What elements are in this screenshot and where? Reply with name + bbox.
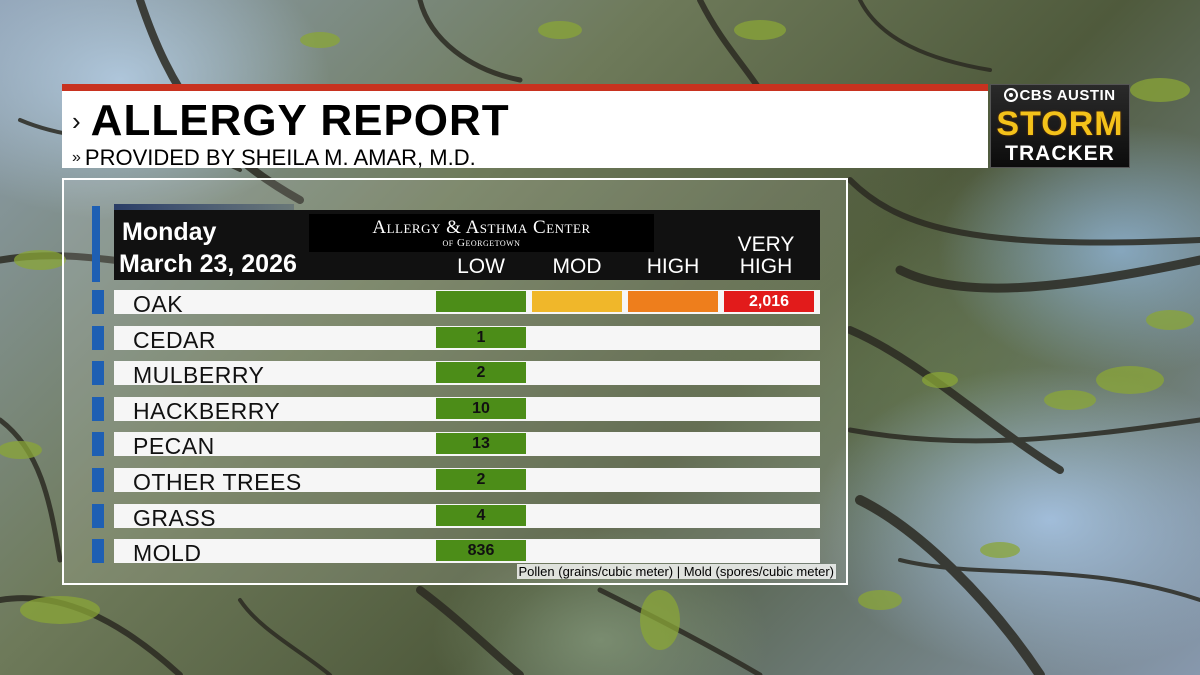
level-header-very-high: VERY HIGH xyxy=(737,233,795,278)
pollen-count: 4 xyxy=(476,506,486,524)
level-bar-low: 2 xyxy=(436,469,526,490)
pollen-count: 2,016 xyxy=(748,293,790,310)
chevron-right-icon: › xyxy=(72,106,81,136)
allergen-row: MOLD 836 xyxy=(92,539,820,569)
level-bar-high xyxy=(628,291,718,312)
row-marker xyxy=(92,361,104,386)
subtitle-row: » PROVIDED BY SHEILA M. AMAR, M.D. xyxy=(72,147,476,169)
pollen-count: 2 xyxy=(476,471,486,488)
pollen-count: 13 xyxy=(472,435,490,453)
level-bar-low xyxy=(436,291,526,312)
allergen-name: GRASS xyxy=(133,504,217,531)
level-bar-low: 836 xyxy=(436,540,526,562)
page-subtitle: PROVIDED BY SHEILA M. AMAR, M.D. xyxy=(84,145,476,170)
row-marker xyxy=(92,325,104,350)
row-marker xyxy=(92,503,104,528)
header-accent-strip xyxy=(114,204,294,210)
level-bar-low: 2 xyxy=(436,362,526,384)
row-marker xyxy=(92,539,104,564)
units-footnote: Pollen (grains/cubic meter) | Mold (spor… xyxy=(516,564,836,579)
level-bar-low: 13 xyxy=(436,433,526,455)
sponsor-logo: Allergy & Asthma Center of Georgetown xyxy=(309,214,654,252)
sponsor-name: Allergy & Asthma Center xyxy=(372,217,591,238)
level-bar-low: 1 xyxy=(436,326,526,348)
row-marker xyxy=(92,432,104,457)
row-marker xyxy=(92,290,104,314)
network-name: CBS AUSTIN xyxy=(1019,87,1116,104)
allergen-name: MOLD xyxy=(133,540,202,567)
report-date: March 23, 2026 xyxy=(119,250,297,278)
pollen-count: 836 xyxy=(467,542,495,560)
header-accent-bar xyxy=(92,206,100,282)
allergen-row: MULBERRY 2 xyxy=(92,361,820,391)
allergen-row: HACKBERRY 10 xyxy=(92,396,820,427)
level-bar-low: 4 xyxy=(436,504,526,526)
report-header: Monday March 23, 2026 Allergy & Asthma C… xyxy=(114,210,820,280)
level-bar-low: 10 xyxy=(436,397,526,419)
allergen-row: PECAN 13 xyxy=(92,432,820,462)
row-marker xyxy=(92,396,104,421)
pollen-count: 10 xyxy=(472,399,490,417)
allergen-name: HACKBERRY xyxy=(133,397,281,424)
station-logo: CBS AUSTIN STORM TRACKER xyxy=(990,84,1130,168)
page-title: ALLERGY REPORT xyxy=(90,96,510,145)
allergen-name: OTHER TREES xyxy=(133,469,302,495)
pollen-count: 2 xyxy=(476,364,486,382)
level-header-low: LOW xyxy=(457,255,505,278)
sponsor-location: of Georgetown xyxy=(442,237,521,249)
allergen-name: MULBERRY xyxy=(133,362,265,389)
brand-line-1: STORM xyxy=(996,105,1124,143)
allergen-name: OAK xyxy=(133,291,184,317)
allergen-row: GRASS 4 xyxy=(92,503,820,534)
row-marker xyxy=(92,468,104,492)
allergy-report-panel: Monday March 23, 2026 Allergy & Asthma C… xyxy=(62,178,848,585)
level-bar-mod xyxy=(532,291,622,312)
title-row: › ALLERGY REPORT xyxy=(72,99,510,143)
level-bar-vhigh: 2,016 xyxy=(724,291,814,312)
allergen-name: PECAN xyxy=(133,433,215,460)
allergen-name: CEDAR xyxy=(133,326,217,353)
header-bar: › ALLERGY REPORT » PROVIDED BY SHEILA M.… xyxy=(62,84,988,169)
allergen-row: OTHER TREES 2 xyxy=(92,468,820,498)
report-day: Monday xyxy=(122,218,217,246)
cbs-eye-icon xyxy=(1004,88,1019,102)
allergen-row: OAK 2,016 xyxy=(92,290,820,320)
double-chevron-right-icon: » xyxy=(72,149,81,166)
network-logo: CBS AUSTIN xyxy=(991,87,1129,104)
pollen-count: 1 xyxy=(476,328,486,346)
level-header-mod: MOD xyxy=(552,255,602,278)
brand-line-2: TRACKER xyxy=(1005,142,1115,165)
allergen-row: CEDAR 1 xyxy=(92,325,820,356)
level-header-high: HIGH xyxy=(646,255,700,278)
